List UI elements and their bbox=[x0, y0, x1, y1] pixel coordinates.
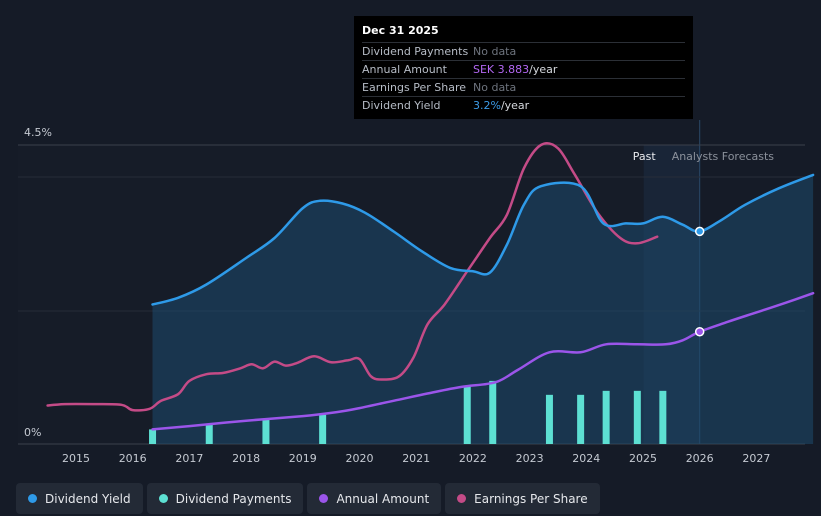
y-axis-top-label: 4.5% bbox=[24, 126, 52, 139]
dividend-payment-bar bbox=[319, 414, 327, 444]
tooltip-date: Dec 31 2025 bbox=[362, 24, 439, 37]
x-tick-label: 2020 bbox=[346, 452, 374, 465]
legend-dividend-payments[interactable]: Dividend Payments bbox=[146, 483, 304, 514]
tooltip-row-earnings-per-share: Earnings Per Share No data bbox=[362, 78, 685, 96]
tooltip-label: Earnings Per Share bbox=[362, 81, 467, 94]
legend-dot-icon bbox=[28, 494, 37, 503]
legend-dot-icon bbox=[319, 494, 329, 503]
x-tick-label: 2025 bbox=[629, 452, 657, 465]
tooltip-row-annual-amount: Annual Amount SEK 3.883/year bbox=[362, 60, 685, 78]
x-tick-label: 2015 bbox=[62, 452, 90, 465]
tooltip-value: No data bbox=[473, 81, 517, 94]
dividend-payment-bar bbox=[463, 385, 471, 444]
x-tick-label: 2023 bbox=[516, 452, 544, 465]
dividend-payment-bar bbox=[577, 394, 585, 444]
tooltip-row-dividend-yield: Dividend Yield 3.2%/year bbox=[362, 96, 685, 114]
earnings-per-share-line bbox=[46, 142, 659, 412]
dividend-payment-bar bbox=[545, 394, 553, 444]
dividend-yield-marker bbox=[694, 226, 705, 237]
x-tick-label: 2026 bbox=[686, 452, 714, 465]
legend-label: Annual Amount bbox=[336, 491, 430, 506]
x-tick-label: 2018 bbox=[232, 452, 260, 465]
tooltip-value: No data bbox=[473, 45, 517, 58]
dividend-chart: 2015 2016 2017 2018 2019 2020 2021 2022 2023 2024… bbox=[18, 120, 815, 465]
dividend-payment-bar bbox=[633, 390, 641, 444]
x-tick-label: 2017 bbox=[175, 452, 203, 465]
tooltip-unit: /year bbox=[500, 99, 530, 112]
dividend-payment-bar bbox=[659, 390, 667, 444]
tooltip-value: 3.2% bbox=[473, 99, 501, 112]
tooltip: Dec 31 2025 Dividend Payments No data An… bbox=[354, 16, 693, 119]
x-tick-label: 2022 bbox=[459, 452, 487, 465]
legend-annual-amount[interactable]: Annual Amount bbox=[307, 483, 442, 514]
x-tick-label: 2016 bbox=[119, 452, 147, 465]
dividend-payment-bar bbox=[149, 429, 157, 444]
x-tick-label: 2027 bbox=[742, 452, 770, 465]
x-tick-label: 2019 bbox=[289, 452, 317, 465]
forecast-region-label: Analysts Forecasts bbox=[672, 150, 775, 163]
dividend-yield-area bbox=[152, 174, 814, 444]
legend: Dividend Yield Dividend Payments Annual … bbox=[16, 483, 600, 515]
x-tick-label: 2024 bbox=[572, 452, 600, 465]
dividend-payment-bar bbox=[489, 380, 497, 444]
dividend-yield-line bbox=[151, 173, 815, 306]
legend-label: Earnings Per Share bbox=[474, 491, 588, 506]
legend-label: Dividend Payments bbox=[175, 491, 292, 506]
legend-label: Dividend Yield bbox=[45, 491, 131, 506]
x-tick-label: 2021 bbox=[402, 452, 430, 465]
tooltip-row-dividend-payments: Dividend Payments No data bbox=[362, 42, 685, 60]
tooltip-unit: /year bbox=[529, 63, 558, 76]
tooltip-value: SEK 3.883 bbox=[473, 63, 530, 76]
past-region-label: Past bbox=[633, 150, 657, 163]
dividend-payment-bar bbox=[205, 424, 213, 444]
legend-earnings-per-share[interactable]: Earnings Per Share bbox=[445, 483, 600, 514]
dividend-payment-bar bbox=[262, 419, 270, 444]
dividend-payment-bar bbox=[602, 390, 610, 444]
legend-dot-icon bbox=[158, 494, 168, 503]
tooltip-label: Annual Amount bbox=[362, 63, 447, 76]
tooltip-label: Dividend Payments bbox=[362, 45, 469, 58]
tooltip-label: Dividend Yield bbox=[362, 99, 441, 112]
y-axis-bottom-label: 0% bbox=[24, 426, 41, 439]
legend-dividend-yield[interactable]: Dividend Yield bbox=[16, 483, 143, 514]
annual-amount-marker bbox=[694, 326, 705, 337]
annual-amount-line bbox=[151, 291, 815, 431]
legend-dot-icon bbox=[457, 494, 467, 503]
